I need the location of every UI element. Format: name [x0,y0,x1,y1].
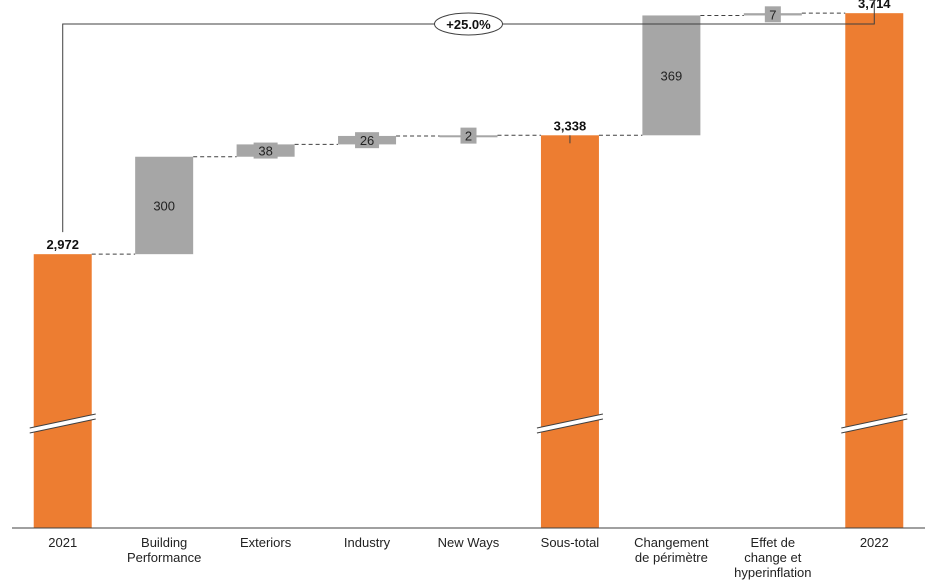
data-label: 7 [769,7,776,22]
tick-label: Exteriors [240,535,292,550]
tick-label: 2022 [860,535,889,550]
data-label: 38 [258,144,272,159]
data-label: 369 [661,68,683,83]
tick-label: New Ways [438,535,500,550]
value-label-box [355,132,380,149]
delta-bar [642,15,701,136]
axis-break-gap [29,414,96,433]
axis-break-line [536,418,604,434]
axis-break-line [29,413,96,429]
tick-label: Sous-total [541,535,600,550]
data-label: 300 [153,198,175,213]
tick-label: 2021 [48,535,77,550]
axis-break-line [29,418,96,434]
data-label: 2,972 [46,237,79,252]
axis-break-line [841,418,908,434]
value-label-box [764,6,781,23]
axis-break-line [536,413,604,429]
value-label-box [253,142,278,159]
total-bar [845,13,904,528]
growth-label: +25.0% [446,17,491,32]
value-label-box [460,127,477,144]
axis-break-gap [536,414,603,433]
total-bar [33,254,92,528]
tick-label: Changement de périmètre [634,535,709,565]
tick-label: Building Performance [127,535,201,565]
delta-bar [135,156,194,255]
data-label: 3,338 [554,118,587,133]
data-label: 2 [465,129,472,144]
tick-label: Effet de change et hyperinflation [734,535,811,580]
axis-break-gap [841,414,908,433]
axis-break-line [841,413,908,429]
total-bar [540,135,599,528]
tick-label: Industry [344,535,391,550]
growth-ellipse [434,12,503,36]
data-label: 26 [360,133,374,148]
